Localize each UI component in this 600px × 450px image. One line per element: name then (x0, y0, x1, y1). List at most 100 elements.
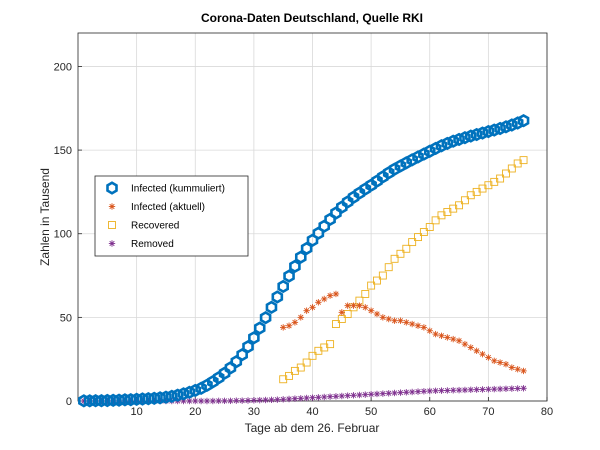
data-point (294, 250, 307, 264)
x-tick-label: 50 (365, 406, 377, 418)
data-point (83, 394, 96, 408)
data-point (388, 162, 401, 176)
data-point (479, 386, 486, 393)
data-point (107, 393, 119, 408)
data-point (309, 304, 316, 311)
data-point (520, 367, 527, 375)
data-point (321, 393, 328, 401)
data-point (429, 141, 442, 156)
data-point (507, 164, 516, 173)
data-point (438, 332, 445, 339)
series-infected-aktuell (279, 290, 527, 375)
legend-marker (106, 181, 118, 195)
data-point (119, 393, 131, 407)
data-point (218, 366, 231, 380)
data-point (373, 390, 381, 398)
data-point (262, 396, 269, 404)
data-point (447, 134, 460, 148)
data-point (420, 324, 428, 331)
data-point (397, 317, 404, 324)
data-markers (78, 113, 530, 408)
data-point (379, 314, 387, 321)
data-point (455, 201, 464, 210)
data-point (473, 386, 480, 393)
legend-label: Infected (aktuell) (131, 202, 205, 213)
data-point (238, 397, 246, 404)
data-point (350, 302, 357, 309)
data-point (396, 249, 405, 258)
data-point (453, 132, 465, 147)
data-point (511, 116, 524, 130)
legend-label: Recovered (131, 221, 179, 232)
data-point (485, 386, 492, 393)
data-point (130, 392, 143, 407)
data-point (382, 166, 395, 180)
data-point (464, 129, 477, 143)
data-point (350, 392, 357, 399)
data-point (265, 300, 278, 315)
data-point (326, 393, 334, 400)
data-point (367, 307, 375, 314)
data-point (303, 307, 310, 314)
data-point (476, 126, 489, 140)
data-point (450, 387, 457, 394)
data-point (89, 393, 102, 408)
data-point (423, 144, 436, 158)
data-point (418, 147, 430, 161)
data-point (142, 391, 155, 406)
data-point (177, 387, 190, 401)
data-point (338, 309, 346, 316)
data-point (485, 354, 492, 361)
data-point (332, 290, 340, 298)
data-point (412, 150, 424, 164)
y-tick-label: 150 (54, 145, 72, 157)
x-tick-label: 30 (248, 406, 260, 418)
data-point (209, 397, 217, 405)
data-point (450, 335, 457, 343)
data-point (356, 302, 363, 309)
data-point (514, 385, 521, 392)
data-point (221, 397, 228, 405)
data-point (113, 393, 125, 407)
data-point (441, 136, 454, 151)
data-point (496, 385, 504, 393)
data-point (183, 385, 196, 400)
data-point (461, 340, 469, 348)
legend-marker (108, 203, 116, 210)
data-point (326, 340, 335, 349)
data-point (233, 397, 240, 404)
data-point (203, 397, 211, 405)
data-point (506, 118, 518, 132)
data-point (359, 182, 372, 196)
data-point (414, 322, 422, 329)
data-point (256, 396, 263, 404)
data-point (212, 371, 225, 385)
legend-box (94, 175, 249, 257)
data-point (391, 317, 398, 324)
data-point (455, 337, 463, 344)
x-tick-label: 80 (541, 406, 553, 418)
data-point (419, 228, 428, 237)
data-point (343, 310, 352, 318)
data-point (297, 395, 304, 402)
data-point (408, 320, 416, 328)
chart-title: Corona-Daten Deutschland, Quelle RKI (201, 11, 423, 25)
data-point (315, 299, 322, 306)
data-point (517, 113, 530, 128)
data-point (394, 159, 407, 173)
data-point (491, 357, 498, 365)
data-point (253, 321, 266, 335)
data-point (356, 391, 363, 399)
data-point (426, 387, 433, 395)
y-tick-label: 200 (54, 61, 72, 73)
data-point (326, 292, 334, 299)
y-tick-label: 50 (60, 312, 72, 324)
data-point (385, 315, 392, 323)
data-point (420, 388, 428, 395)
data-point (285, 322, 293, 329)
data-point (289, 259, 301, 274)
data-point (520, 385, 527, 392)
data-point (279, 324, 287, 331)
x-tick-label: 20 (189, 406, 201, 418)
